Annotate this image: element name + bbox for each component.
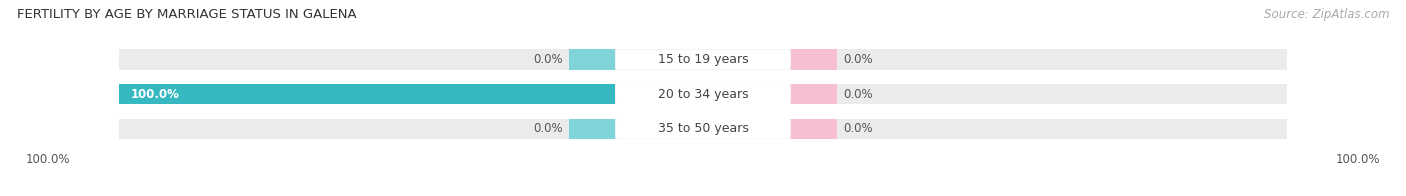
Bar [120, 84, 616, 104]
Text: 0.0%: 0.0% [844, 53, 873, 66]
Text: 15 to 19 years: 15 to 19 years [658, 53, 748, 66]
Bar [790, 84, 838, 104]
Bar [120, 49, 1286, 70]
Text: Source: ZipAtlas.com: Source: ZipAtlas.com [1264, 8, 1389, 21]
Text: 0.0%: 0.0% [844, 88, 873, 101]
Bar [790, 49, 838, 70]
Bar [790, 119, 838, 139]
Bar [120, 84, 1286, 104]
Text: 100.0%: 100.0% [25, 153, 70, 166]
Text: 0.0%: 0.0% [844, 122, 873, 135]
Text: 20 to 34 years: 20 to 34 years [658, 88, 748, 101]
Bar [568, 49, 616, 70]
Text: 0.0%: 0.0% [533, 122, 562, 135]
Text: FERTILITY BY AGE BY MARRIAGE STATUS IN GALENA: FERTILITY BY AGE BY MARRIAGE STATUS IN G… [17, 8, 357, 21]
Bar [568, 119, 616, 139]
FancyBboxPatch shape [616, 119, 790, 139]
FancyBboxPatch shape [616, 84, 790, 104]
Text: 0.0%: 0.0% [533, 53, 562, 66]
Text: 100.0%: 100.0% [131, 88, 180, 101]
Bar [120, 119, 1286, 139]
Text: 35 to 50 years: 35 to 50 years [658, 122, 748, 135]
Text: 100.0%: 100.0% [1336, 153, 1381, 166]
FancyBboxPatch shape [616, 49, 790, 70]
